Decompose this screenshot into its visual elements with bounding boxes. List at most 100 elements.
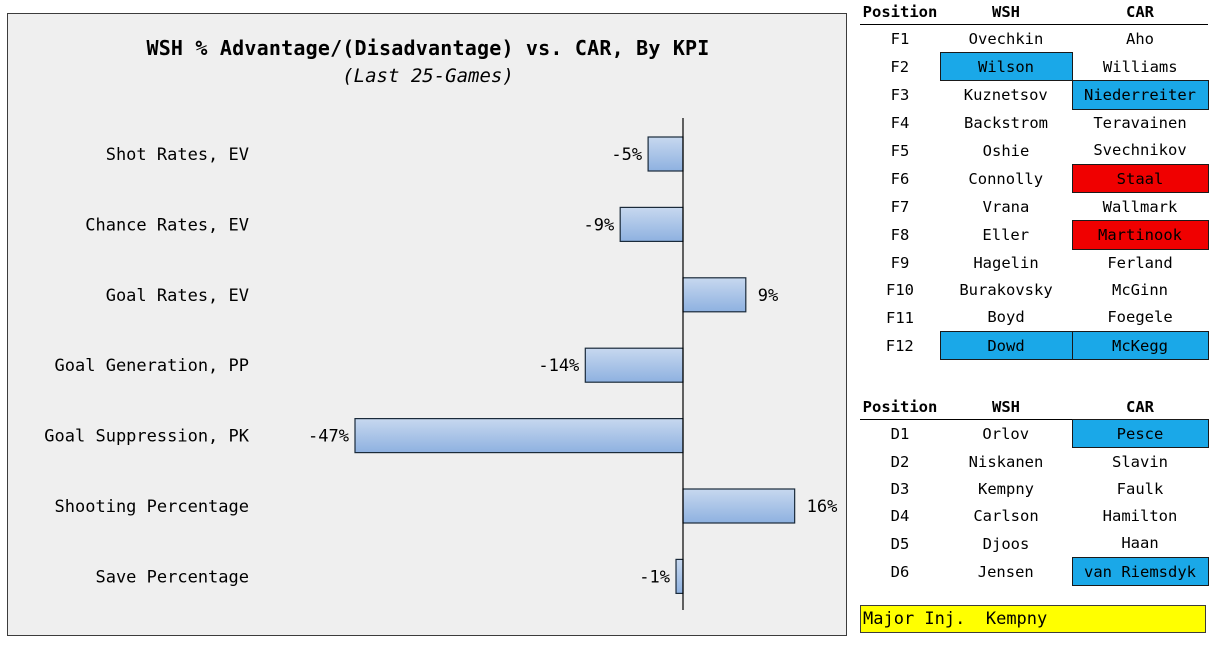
car-player-cell: McKegg (1071, 331, 1209, 361)
category-label: Save Percentage (95, 567, 249, 587)
column-header-car: CAR (1126, 3, 1154, 21)
bar (675, 558, 684, 595)
category-label: Shooting Percentage (55, 497, 249, 517)
car-player-cell: Aho (1126, 29, 1154, 48)
wsh-player-cell: Niskanen (968, 452, 1044, 471)
table-row: F10 Burakovsky McGinn (860, 277, 1208, 304)
wsh-player-cell: Orlov (982, 424, 1030, 443)
car-player-cell: Teravainen (1093, 114, 1187, 133)
table-row: D1 Orlov Pesce (860, 418, 1209, 449)
wsh-player-cell: Oshie (982, 141, 1030, 160)
position-cell: D6 (890, 562, 910, 581)
position-cell: F3 (890, 85, 910, 104)
position-cell: D4 (890, 507, 910, 526)
wsh-player-cell: Dowd (939, 331, 1073, 361)
column-header-car: CAR (1126, 398, 1154, 416)
defense-header-row: Position WSH CAR (860, 395, 1208, 420)
data-label: -5% (611, 145, 642, 165)
bar-chart: Shot Rates, EV -5% Chance Rates, EV -9% Goal… (44, 118, 838, 610)
category-label: Goal Rates, EV (106, 286, 249, 306)
position-cell: F10 (886, 281, 914, 300)
position-cell: F5 (890, 141, 910, 160)
chart-subtitle: (Last 25-Games) (342, 65, 514, 87)
car-player-cell: McGinn (1112, 281, 1168, 300)
position-cell: F8 (890, 225, 910, 244)
car-player-cell: Hamilton (1102, 507, 1178, 526)
injury-player: Kempny (985, 609, 1048, 629)
data-label: 9% (758, 286, 778, 306)
bar (682, 277, 747, 313)
bar (619, 206, 684, 242)
table-row: F5 Oshie Svechnikov (860, 137, 1208, 165)
wsh-player-cell: Carlson (973, 507, 1039, 526)
car-player-cell: Faulk (1116, 479, 1164, 498)
table-row: F8 Eller Martinook (860, 220, 1209, 250)
car-player-cell: Staal (1071, 163, 1209, 194)
position-cell: D2 (890, 452, 910, 471)
wsh-player-cell: Kempny (978, 479, 1034, 498)
data-label: -14% (538, 356, 579, 376)
forwards-table: Position WSH CAR F1 Ovechkin Aho F2 Wilson Wi… (860, 0, 1209, 361)
category-label: Shot Rates, EV (106, 145, 249, 165)
position-cell: F11 (886, 308, 914, 327)
car-player-cell: van Riemsdyk (1071, 556, 1209, 587)
position-cell: F4 (890, 113, 910, 132)
car-player-cell: Pesce (1071, 418, 1209, 449)
position-cell: F7 (890, 197, 910, 216)
wsh-player-cell: Burakovsky (959, 281, 1053, 300)
table-row: F12 Dowd McKegg (860, 331, 1209, 361)
column-header-position: Position (862, 3, 938, 21)
wsh-player-cell: Boyd (987, 308, 1025, 327)
wsh-player-cell: Djoos (982, 534, 1030, 553)
wsh-player-cell: Jensen (977, 562, 1034, 581)
category-label: Goal Suppression, PK (44, 427, 249, 447)
table-row: F1 Ovechkin Aho (860, 25, 1208, 53)
table-row: F11 Boyd Foegele (860, 304, 1208, 332)
car-player-cell: Slavin (1112, 452, 1168, 471)
wsh-player-cell: Ovechkin (968, 29, 1044, 48)
wsh-player-cell: Backstrom (964, 113, 1048, 132)
table-row: D2 Niskanen Slavin (860, 448, 1208, 476)
car-player-cell: Haan (1121, 534, 1159, 553)
car-player-cell: Martinook (1071, 220, 1209, 250)
category-label: Chance Rates, EV (85, 215, 249, 235)
wsh-player-cell: Vrana (982, 197, 1030, 216)
position-cell: F6 (890, 169, 910, 188)
column-header-position: Position (862, 398, 938, 416)
chart-panel: WSH % Advantage/(Disadvantage) vs. CAR, … (7, 13, 847, 636)
car-player-cell: Williams (1102, 57, 1178, 76)
bar (354, 418, 684, 454)
column-header-wsh: WSH (992, 3, 1020, 21)
car-player-cell: Svechnikov (1093, 141, 1187, 160)
wsh-player-cell: Wilson (939, 52, 1073, 82)
bar (682, 488, 796, 524)
data-label: 16% (807, 497, 838, 517)
position-cell: D3 (890, 479, 910, 498)
wsh-player-cell: Hagelin (973, 253, 1039, 272)
column-header-wsh: WSH (992, 398, 1020, 416)
table-row: F4 Backstrom Teravainen (860, 109, 1208, 137)
bar (647, 136, 684, 172)
bar (584, 347, 684, 383)
category-label: Goal Generation, PP (55, 356, 249, 376)
data-label: -47% (308, 427, 349, 447)
table-row: F6 Connolly Staal (860, 163, 1209, 194)
table-row: D6 Jensen van Riemsdyk (860, 556, 1209, 587)
data-label: -1% (639, 567, 670, 587)
table-row: F2 Wilson Williams (860, 52, 1208, 82)
injury-box: Major Inj. Kempny (860, 605, 1206, 633)
position-cell: D1 (890, 424, 910, 443)
car-player-cell: Wallmark (1102, 197, 1178, 216)
table-row: F7 Vrana Wallmark (860, 193, 1208, 221)
car-player-cell: Ferland (1107, 254, 1173, 273)
table-row: F9 Hagelin Ferland (860, 249, 1208, 277)
position-cell: F2 (890, 57, 910, 76)
chart-title: WSH % Advantage/(Disadvantage) vs. CAR, … (146, 36, 710, 60)
position-cell: F9 (890, 253, 910, 272)
position-cell: F1 (890, 29, 910, 48)
wsh-player-cell: Kuznetsov (963, 86, 1048, 105)
table-row: F3 Kuznetsov Niederreiter (860, 80, 1209, 110)
wsh-player-cell: Eller (982, 225, 1030, 244)
table-row: D3 Kempny Faulk (860, 475, 1208, 502)
wsh-player-cell: Connolly (968, 169, 1044, 188)
